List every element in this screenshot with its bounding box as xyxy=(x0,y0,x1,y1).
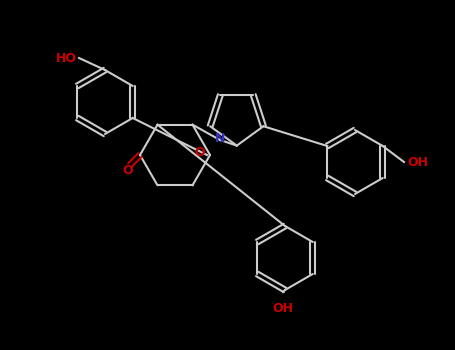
Text: OH: OH xyxy=(273,302,293,315)
Text: HO: HO xyxy=(56,51,77,64)
Text: N: N xyxy=(215,132,225,145)
Text: O: O xyxy=(194,147,205,160)
Text: O: O xyxy=(123,164,133,177)
Text: OH: OH xyxy=(407,155,428,168)
